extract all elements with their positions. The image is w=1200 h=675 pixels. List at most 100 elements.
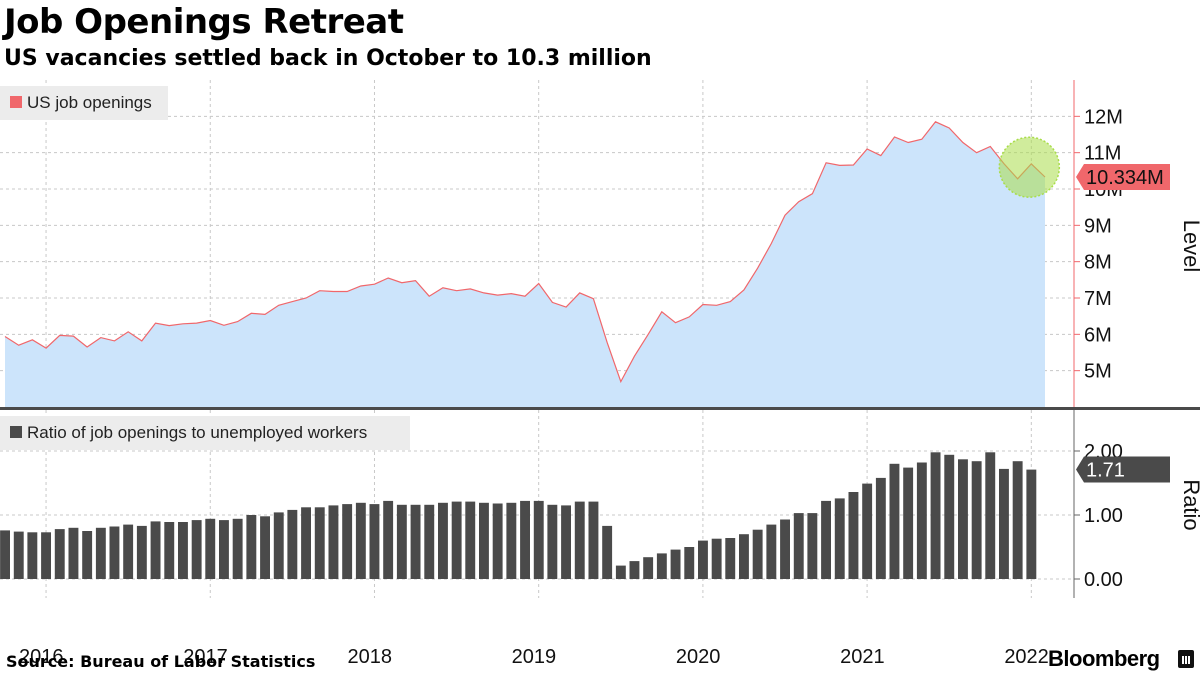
ratio-bar <box>205 518 216 579</box>
y-tick-label: 9M <box>1084 215 1112 237</box>
ratio-bar <box>13 531 24 579</box>
ratio-bar <box>739 534 749 579</box>
terminal-icon <box>1178 650 1194 668</box>
ratio-bar <box>219 520 229 579</box>
y-tick-label: 0.00 <box>1084 569 1123 591</box>
ratio-bar <box>533 500 544 579</box>
legend-label: US job openings <box>27 93 152 112</box>
y-tick-label: 6M <box>1084 324 1112 346</box>
y-axis-title: Level <box>1179 220 1200 273</box>
ratio-bar <box>314 507 325 579</box>
brand-logo: Bloomberg <box>1048 646 1160 671</box>
ratio-bar <box>451 501 462 579</box>
y-tick-label: 7M <box>1084 288 1112 310</box>
legend-swatch <box>10 96 22 108</box>
ratio-bar <box>725 538 736 579</box>
ratio-bar <box>944 454 955 579</box>
ratio-bar <box>916 462 927 579</box>
ratio-bar <box>889 463 900 579</box>
ratio-bar <box>807 513 818 579</box>
ratio-bar <box>971 461 982 579</box>
ratio-bar <box>848 492 859 579</box>
legend-swatch <box>10 426 22 438</box>
ratio-bar <box>670 549 681 579</box>
ratio-bar <box>123 524 134 579</box>
job-openings-area <box>5 121 1045 408</box>
ratio-bar <box>615 565 626 579</box>
ratio-bar <box>54 529 65 579</box>
ratio-bar <box>930 452 941 579</box>
ratio-bar <box>41 532 51 579</box>
ratio-bar <box>999 468 1009 579</box>
ratio-bar <box>834 498 845 579</box>
ratio-bar <box>479 502 489 579</box>
ratio-bar <box>780 519 790 579</box>
ratio-bar <box>1012 461 1023 579</box>
y-tick-label: 12M <box>1084 106 1123 128</box>
ratio-bar <box>82 531 93 579</box>
ratio-bar <box>492 503 503 579</box>
ratio-bar <box>396 504 407 579</box>
ratio-bar <box>985 452 996 579</box>
ratio-bar <box>287 509 298 579</box>
x-tick-label: 2019 <box>512 646 557 668</box>
ratio-bar <box>410 504 421 579</box>
ratio-bar <box>246 515 257 579</box>
ratio-bar <box>301 507 311 579</box>
ratio-bar <box>793 513 804 579</box>
ratio-bar <box>150 521 161 579</box>
ratio-bar <box>164 522 175 579</box>
x-tick-label: 2016 <box>19 646 64 668</box>
ratio-bar <box>328 505 339 579</box>
y-axis-title: Ratio <box>1179 479 1200 530</box>
ratio-bar <box>191 520 202 579</box>
y-tick-label: 8M <box>1084 252 1112 274</box>
ratio-bar <box>643 557 654 579</box>
ratio-bar <box>506 502 517 579</box>
ratio-bar <box>574 501 585 579</box>
y-tick-label: 5M <box>1084 361 1112 383</box>
ratio-bar <box>438 502 448 579</box>
legend-box <box>0 86 168 120</box>
highlight-circle <box>998 136 1061 198</box>
x-tick-label: 2021 <box>840 646 885 668</box>
ratio-bar <box>958 459 968 579</box>
ratio-bar <box>369 504 380 579</box>
ratio-bar <box>178 522 188 579</box>
y-tick-label: 11M <box>1084 143 1121 165</box>
ratio-bar <box>711 538 722 579</box>
x-tick-label: 2017 <box>183 646 228 668</box>
ratio-bar <box>656 553 667 579</box>
ratio-bar <box>547 504 558 579</box>
ratio-bar <box>342 504 353 579</box>
x-tick-label: 2018 <box>347 646 392 668</box>
ratio-bar <box>684 547 695 579</box>
ratio-bar <box>520 500 530 579</box>
ratio-bar <box>27 532 38 579</box>
ratio-bar <box>602 525 613 579</box>
chart-subtitle: US vacancies settled back in October to … <box>4 46 652 71</box>
last-value-tag <box>1076 456 1170 483</box>
ratio-bar <box>561 505 571 579</box>
chart-title: Job Openings Retreat <box>4 2 404 42</box>
ratio-bar <box>875 477 886 579</box>
job-openings-line <box>4 121 1046 384</box>
x-tick-label: 2020 <box>676 646 721 668</box>
ratio-bar <box>588 501 599 579</box>
panel-divider <box>0 407 1200 410</box>
ratio-bar <box>0 530 10 579</box>
ratio-bar <box>766 524 777 579</box>
x-tick-label: 2022 <box>1004 646 1049 668</box>
ratio-bar <box>629 561 640 579</box>
ratio-bar <box>136 525 147 579</box>
last-value-label: 10.334M <box>1086 167 1164 189</box>
ratio-bar <box>383 500 394 579</box>
last-value-label: 1.71 <box>1086 460 1125 482</box>
ratio-bar <box>424 504 435 579</box>
ratio-bar <box>698 540 708 579</box>
ratio-bar <box>232 518 243 579</box>
ratio-bar <box>355 502 366 579</box>
legend-box <box>0 416 410 450</box>
ratio-bar <box>821 500 831 579</box>
